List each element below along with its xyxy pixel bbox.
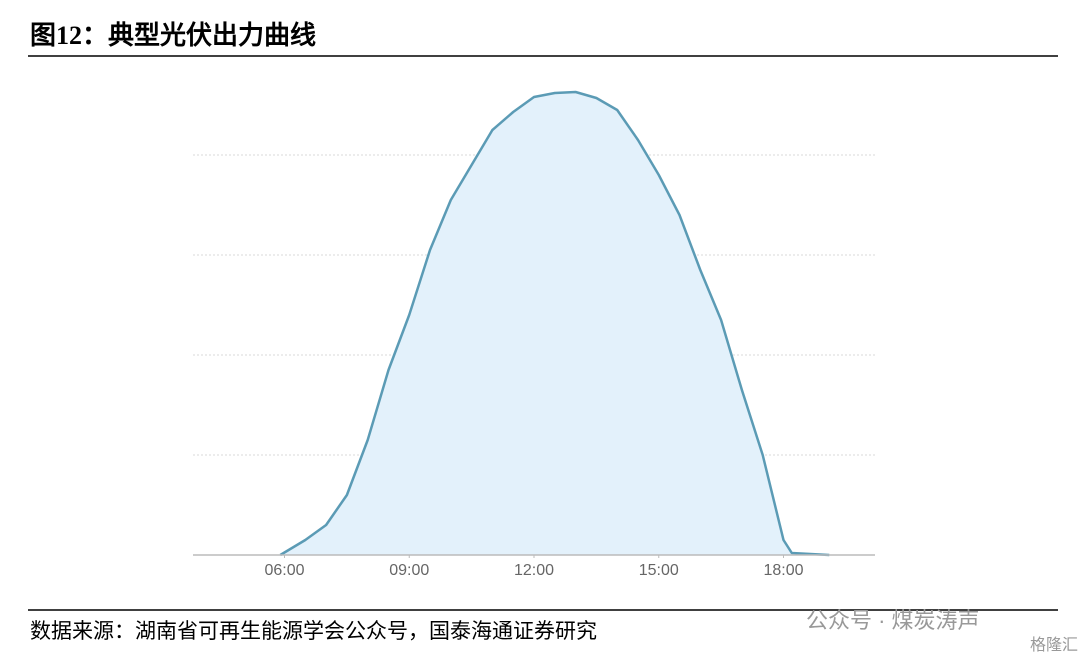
x-tick-label: 18:00 — [763, 562, 803, 579]
x-tick-label: 12:00 — [514, 562, 554, 579]
area-fill — [280, 92, 830, 555]
area-line — [279, 90, 830, 557]
x-tick-label: 06:00 — [264, 562, 304, 579]
watermark-account: 公众号 · 煤炭涛声 — [806, 608, 980, 633]
source: 数据来源：湖南省可再生能源学会公众号，国泰海通证券研究 — [30, 619, 597, 643]
chart-title: 图12：典型光伏出力曲线 — [30, 21, 316, 50]
x-tick-label: 15:00 — [639, 562, 679, 579]
watermark-brand: 格隆汇 — [1030, 636, 1078, 654]
x-tick-label: 09:00 — [389, 562, 429, 579]
